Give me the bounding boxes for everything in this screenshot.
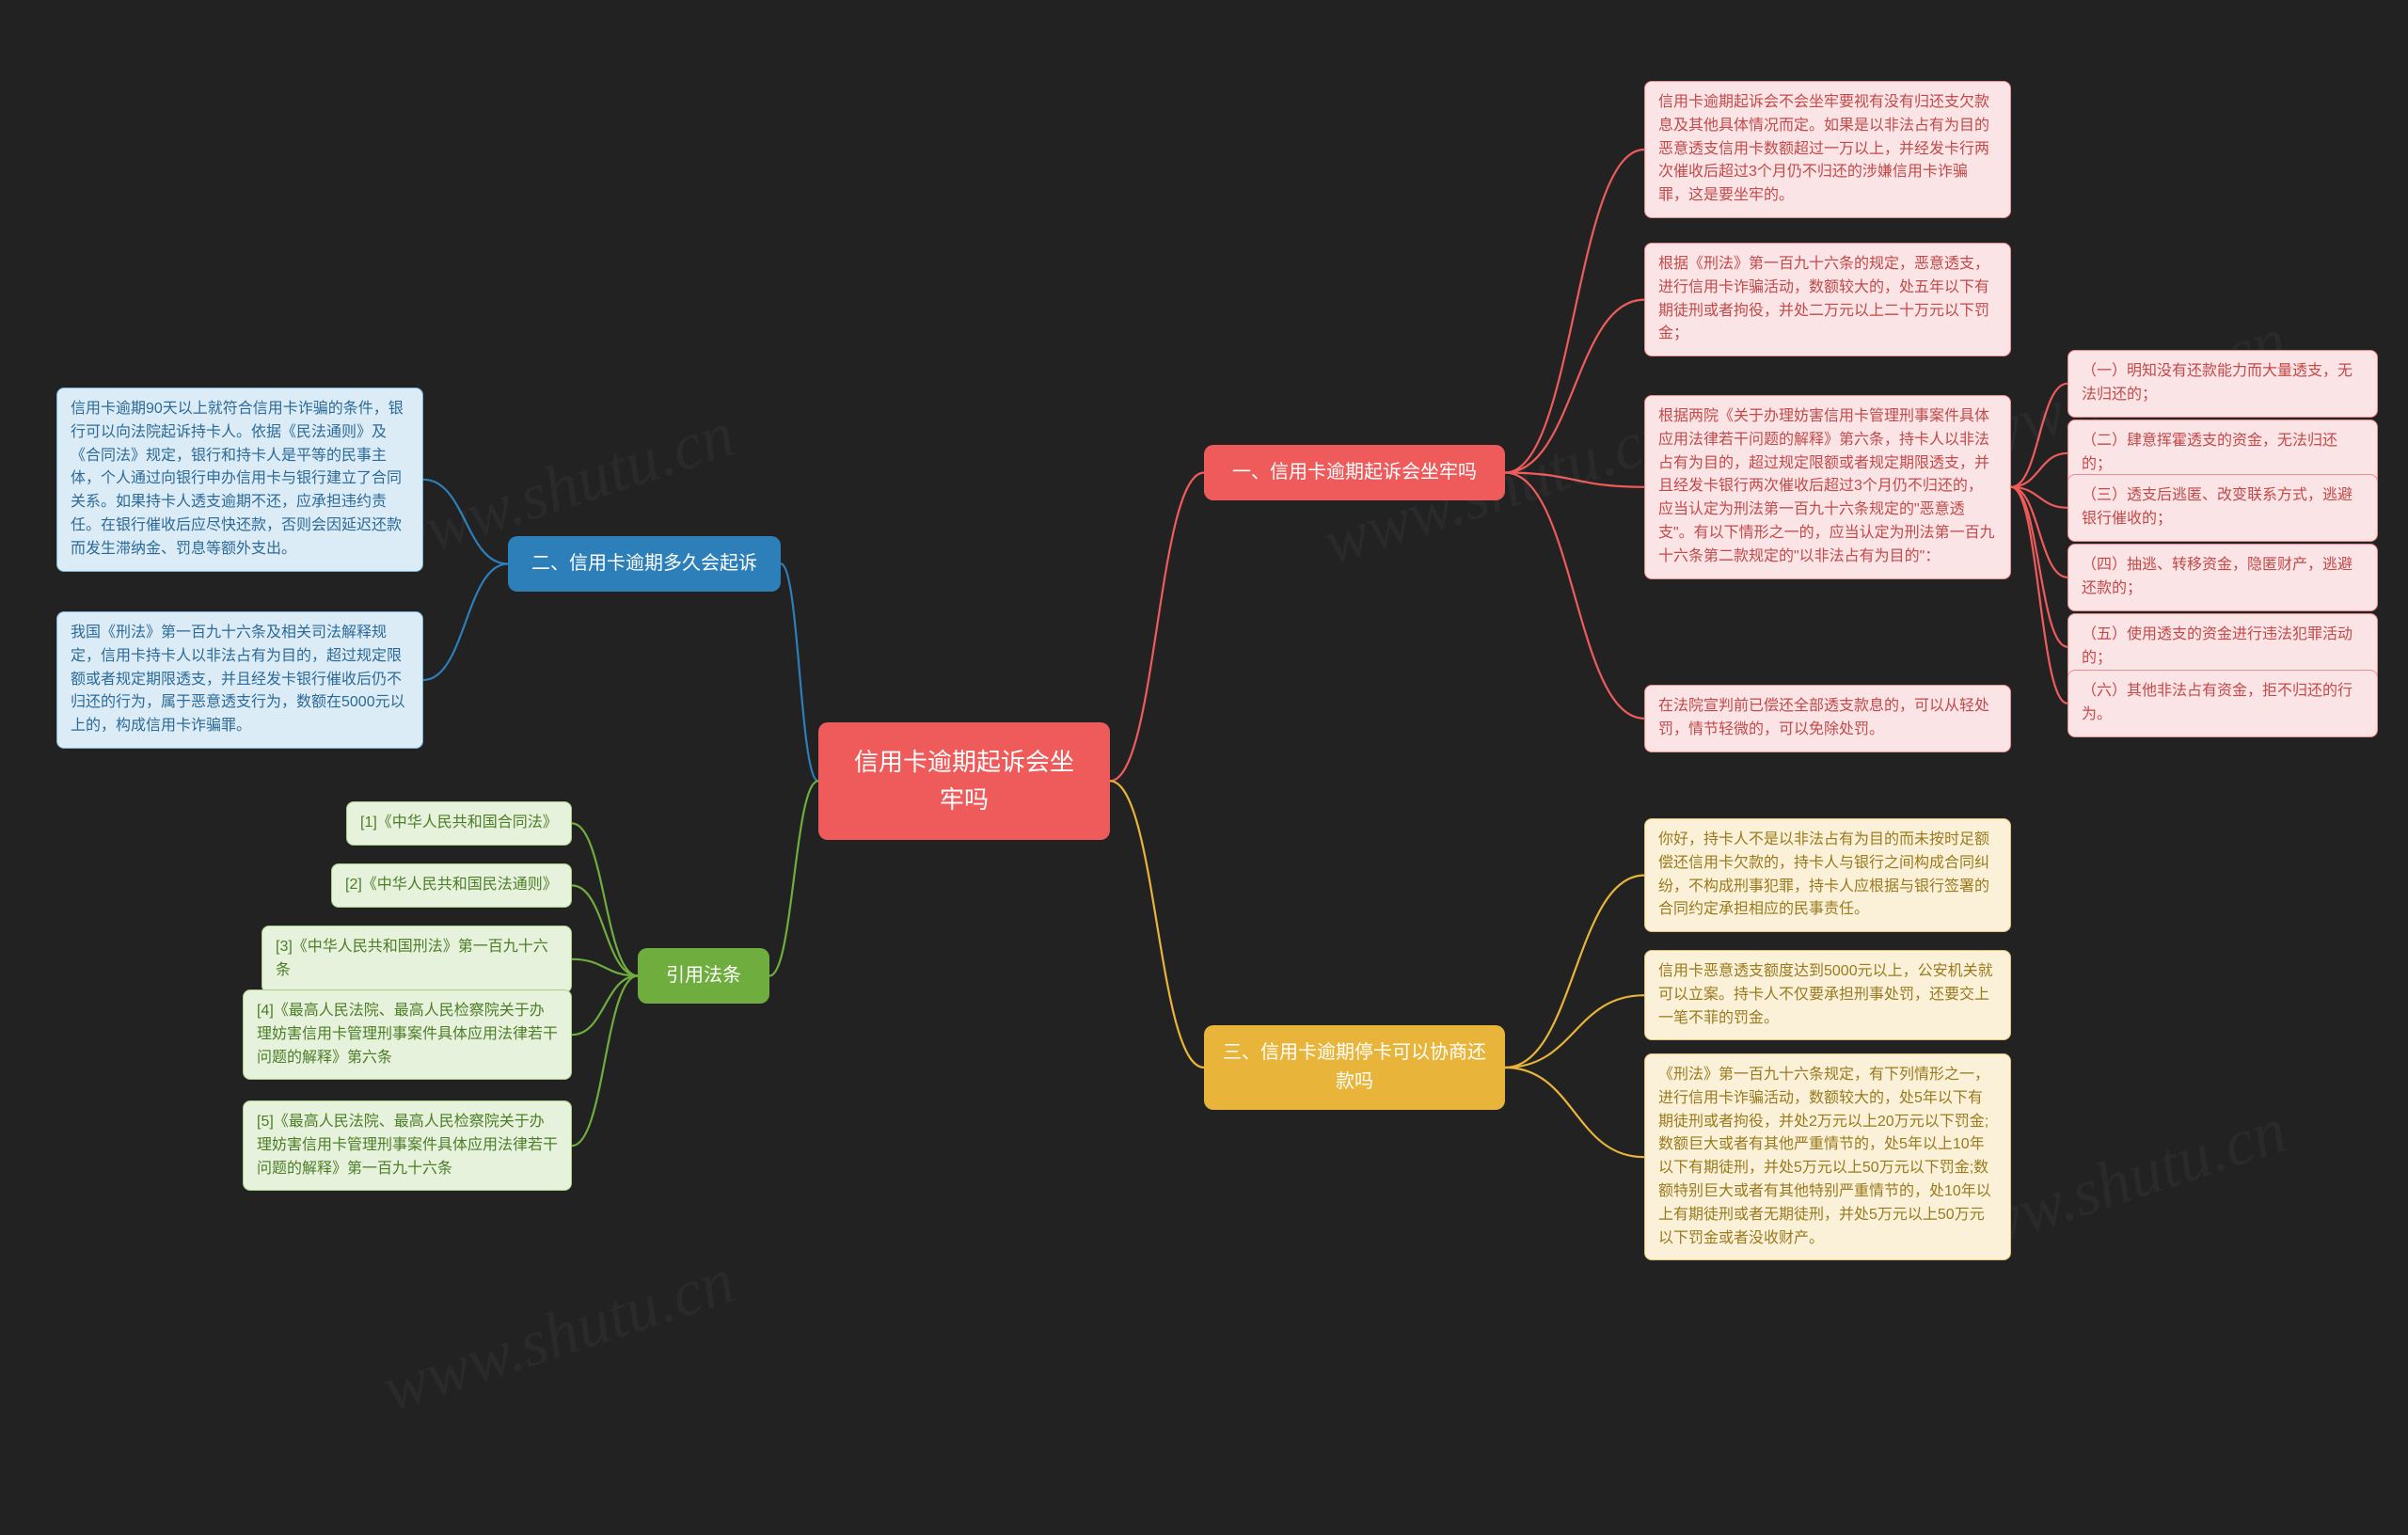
root[interactable]: 信用卡逾期起诉会坐牢吗: [818, 722, 1110, 840]
b4l4[interactable]: [4]《最高人民法院、最高人民检察院关于办理妨害信用卡管理刑事案件具体应用法律若…: [243, 989, 572, 1080]
watermark-1: www.shutu.cn: [373, 1243, 743, 1428]
b1l3s1[interactable]: （一）明知没有还款能力而大量透支，无法归还的；: [2067, 350, 2378, 418]
b1[interactable]: 一、信用卡逾期起诉会坐牢吗: [1204, 445, 1505, 500]
b2l2[interactable]: 我国《刑法》第一百九十六条及相关司法解释规定，信用卡持卡人以非法占有为目的，超过…: [56, 611, 423, 749]
b3l2[interactable]: 信用卡恶意透支额度达到5000元以上，公安机关就可以立案。持卡人不仅要承担刑事处…: [1644, 950, 2011, 1040]
b4l2[interactable]: [2]《中华人民共和国民法通则》: [331, 863, 572, 908]
b1l3s4-label: （四）抽逃、转移资金，隐匿财产，逃避还款的；: [2082, 557, 2353, 596]
b1l1-label: 信用卡逾期起诉会不会坐牢要视有没有归还支欠款息及其他具体情况而定。如果是以非法占…: [1658, 94, 1989, 203]
b3l1[interactable]: 你好，持卡人不是以非法占有为目的而未按时足额偿还信用卡欠款的，持卡人与银行之间构…: [1644, 818, 2011, 932]
b1l4-label: 在法院宣判前已偿还全部透支款息的，可以从轻处罚，情节轻微的，可以免除处罚。: [1658, 698, 1989, 737]
b2l2-label: 我国《刑法》第一百九十六条及相关司法解释规定，信用卡持卡人以非法占有为目的，超过…: [71, 625, 405, 734]
b4l4-label: [4]《最高人民法院、最高人民检察院关于办理妨害信用卡管理刑事案件具体应用法律若…: [257, 1003, 558, 1066]
b4l3[interactable]: [3]《中华人民共和国刑法》第一百九十六条: [261, 926, 572, 993]
b1l1[interactable]: 信用卡逾期起诉会不会坐牢要视有没有归还支欠款息及其他具体情况而定。如果是以非法占…: [1644, 81, 2011, 218]
b2-label: 二、信用卡逾期多久会起诉: [531, 553, 757, 574]
b1l3s6[interactable]: （六）其他非法占有资金，拒不归还的行为。: [2067, 670, 2378, 737]
b1l3s4[interactable]: （四）抽逃、转移资金，隐匿财产，逃避还款的；: [2067, 544, 2378, 611]
b4l1[interactable]: [1]《中华人民共和国合同法》: [346, 801, 572, 846]
b1l3s2-label: （二）肆意挥霍透支的资金，无法归还的；: [2082, 433, 2337, 472]
b1-label: 一、信用卡逾期起诉会坐牢吗: [1232, 462, 1477, 483]
b1l3s6-label: （六）其他非法占有资金，拒不归还的行为。: [2082, 683, 2353, 722]
b3[interactable]: 三、信用卡逾期停卡可以协商还款吗: [1204, 1025, 1505, 1110]
b2l1[interactable]: 信用卡逾期90天以上就符合信用卡诈骗的条件，银行可以向法院起诉持卡人。依据《民法…: [56, 388, 423, 572]
b4-label: 引用法条: [666, 965, 741, 986]
b4l5-label: [5]《最高人民法院、最高人民检察院关于办理妨害信用卡管理刑事案件具体应用法律若…: [257, 1114, 558, 1177]
root-label: 信用卡逾期起诉会坐牢吗: [854, 748, 1074, 814]
b3l2-label: 信用卡恶意透支额度达到5000元以上，公安机关就可以立案。持卡人不仅要承担刑事处…: [1658, 963, 1993, 1026]
b2l1-label: 信用卡逾期90天以上就符合信用卡诈骗的条件，银行可以向法院起诉持卡人。依据《民法…: [71, 401, 404, 557]
b1l3s5-label: （五）使用透支的资金进行违法犯罪活动的；: [2082, 626, 2353, 666]
b3-label: 三、信用卡逾期停卡可以协商还款吗: [1223, 1042, 1486, 1092]
b1l3s1-label: （一）明知没有还款能力而大量透支，无法归还的；: [2082, 363, 2353, 403]
b1l2[interactable]: 根据《刑法》第一百九十六条的规定，恶意透支，进行信用卡诈骗活动，数额较大的，处五…: [1644, 243, 2011, 356]
b1l3s3-label: （三）透支后逃匿、改变联系方式，逃避银行催收的；: [2082, 487, 2353, 527]
b4l3-label: [3]《中华人民共和国刑法》第一百九十六条: [276, 939, 548, 978]
b1l3[interactable]: 根据两院《关于办理妨害信用卡管理刑事案件具体应用法律若干问题的解释》第六条，持卡…: [1644, 395, 2011, 579]
b1l4[interactable]: 在法院宣判前已偿还全部透支款息的，可以从轻处罚，情节轻微的，可以免除处罚。: [1644, 685, 2011, 752]
b1l3-label: 根据两院《关于办理妨害信用卡管理刑事案件具体应用法律若干问题的解释》第六条，持卡…: [1658, 408, 1995, 564]
b4l5[interactable]: [5]《最高人民法院、最高人民检察院关于办理妨害信用卡管理刑事案件具体应用法律若…: [243, 1100, 572, 1191]
b4l1-label: [1]《中华人民共和国合同法》: [360, 815, 558, 831]
b2[interactable]: 二、信用卡逾期多久会起诉: [508, 536, 781, 592]
b1l2-label: 根据《刑法》第一百九十六条的规定，恶意透支，进行信用卡诈骗活动，数额较大的，处五…: [1658, 256, 1989, 341]
connectors-layer: [0, 0, 2408, 1535]
b4[interactable]: 引用法条: [638, 948, 769, 1004]
b3l3-label: 《刑法》第一百九十六条规定，有下列情形之一，进行信用卡诈骗活动，数额较大的，处5…: [1658, 1067, 1991, 1246]
b3l3[interactable]: 《刑法》第一百九十六条规定，有下列情形之一，进行信用卡诈骗活动，数额较大的，处5…: [1644, 1053, 2011, 1260]
b3l1-label: 你好，持卡人不是以非法占有为目的而未按时足额偿还信用卡欠款的，持卡人与银行之间构…: [1658, 831, 1989, 917]
b4l2-label: [2]《中华人民共和国民法通则》: [345, 877, 558, 893]
b1l3s3[interactable]: （三）透支后逃匿、改变联系方式，逃避银行催收的；: [2067, 474, 2378, 542]
